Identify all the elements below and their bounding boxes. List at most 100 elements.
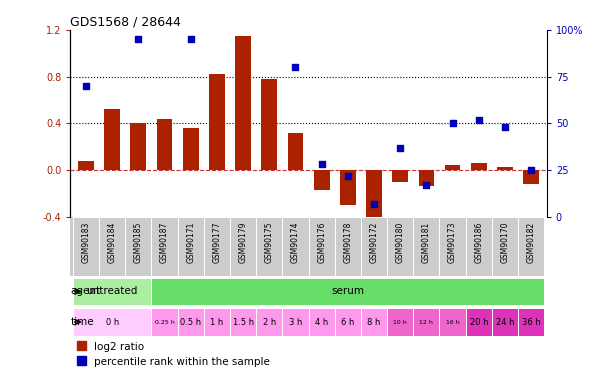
- Point: [265, 0, 274, 1]
- Text: GSM90173: GSM90173: [448, 222, 457, 263]
- Text: GSM90184: GSM90184: [108, 222, 117, 263]
- Text: GSM90176: GSM90176: [317, 222, 326, 263]
- Text: serum: serum: [331, 286, 364, 297]
- Bar: [335, 217, 361, 276]
- Bar: [335, 308, 361, 336]
- Point: [422, 182, 431, 188]
- Text: GSM90170: GSM90170: [500, 222, 510, 263]
- Bar: [361, 308, 387, 336]
- Text: untreated: untreated: [87, 286, 138, 297]
- Bar: [413, 308, 439, 336]
- Bar: [445, 165, 461, 170]
- Bar: [282, 308, 309, 336]
- Point: [343, 172, 353, 178]
- Text: GSM90175: GSM90175: [265, 222, 274, 263]
- Point: [448, 120, 458, 126]
- Text: 1.5 h: 1.5 h: [233, 318, 254, 327]
- Text: log2 ratio: log2 ratio: [94, 342, 144, 352]
- Bar: [340, 170, 356, 205]
- Bar: [471, 163, 486, 170]
- Bar: [387, 217, 413, 276]
- Text: 3 h: 3 h: [289, 318, 302, 327]
- Point: [186, 36, 196, 42]
- Text: GSM90180: GSM90180: [396, 222, 404, 263]
- Bar: [439, 308, 466, 336]
- Text: GSM90179: GSM90179: [238, 222, 247, 263]
- Bar: [104, 110, 120, 170]
- Text: 36 h: 36 h: [522, 318, 541, 327]
- Bar: [492, 217, 518, 276]
- Text: percentile rank within the sample: percentile rank within the sample: [94, 357, 270, 367]
- Bar: [178, 308, 204, 336]
- Bar: [78, 356, 86, 365]
- Bar: [230, 217, 256, 276]
- Text: 2 h: 2 h: [263, 318, 276, 327]
- Bar: [466, 308, 492, 336]
- Point: [369, 201, 379, 207]
- Bar: [152, 278, 544, 305]
- Point: [238, 0, 248, 1]
- Bar: [204, 217, 230, 276]
- Bar: [152, 217, 178, 276]
- Text: 10 h: 10 h: [393, 320, 407, 324]
- Bar: [413, 217, 439, 276]
- Bar: [131, 123, 146, 170]
- Text: GSM90177: GSM90177: [213, 222, 221, 263]
- Text: GSM90185: GSM90185: [134, 222, 143, 263]
- Bar: [73, 217, 99, 276]
- Text: GSM90183: GSM90183: [81, 222, 90, 263]
- Bar: [78, 341, 86, 350]
- Bar: [73, 278, 152, 305]
- Bar: [178, 217, 204, 276]
- Text: 6 h: 6 h: [341, 318, 354, 327]
- Text: 8 h: 8 h: [367, 318, 381, 327]
- Bar: [523, 170, 539, 184]
- Point: [133, 36, 143, 42]
- Text: GDS1568 / 28644: GDS1568 / 28644: [70, 16, 181, 29]
- Bar: [183, 128, 199, 170]
- Text: 20 h: 20 h: [469, 318, 488, 327]
- Bar: [466, 217, 492, 276]
- Bar: [361, 217, 387, 276]
- Bar: [256, 308, 282, 336]
- Point: [108, 3, 117, 9]
- Bar: [282, 217, 309, 276]
- Bar: [387, 308, 413, 336]
- Text: GSM90182: GSM90182: [527, 222, 536, 263]
- Bar: [125, 217, 152, 276]
- Text: GSM90181: GSM90181: [422, 222, 431, 263]
- Text: GSM90171: GSM90171: [186, 222, 196, 263]
- Text: GSM90178: GSM90178: [343, 222, 353, 263]
- Bar: [309, 308, 335, 336]
- Text: GSM90174: GSM90174: [291, 222, 300, 263]
- Text: time: time: [71, 317, 95, 327]
- Text: 12 h: 12 h: [420, 320, 433, 324]
- Bar: [256, 217, 282, 276]
- Bar: [78, 161, 94, 170]
- Point: [500, 124, 510, 130]
- Point: [291, 64, 301, 70]
- Bar: [204, 308, 230, 336]
- Bar: [99, 217, 125, 276]
- Bar: [235, 36, 251, 170]
- Point: [526, 167, 536, 173]
- Text: 16 h: 16 h: [445, 320, 459, 324]
- Bar: [209, 74, 225, 170]
- Bar: [262, 79, 277, 170]
- Point: [395, 145, 405, 151]
- Bar: [492, 308, 518, 336]
- Bar: [497, 166, 513, 170]
- Point: [81, 83, 91, 89]
- Text: 0.5 h: 0.5 h: [180, 318, 201, 327]
- Bar: [309, 217, 335, 276]
- Bar: [419, 170, 434, 186]
- Text: 0.25 h: 0.25 h: [155, 320, 174, 324]
- Text: 4 h: 4 h: [315, 318, 328, 327]
- Bar: [439, 217, 466, 276]
- Bar: [152, 308, 178, 336]
- Bar: [392, 170, 408, 182]
- Point: [159, 8, 169, 14]
- Text: 1 h: 1 h: [210, 318, 224, 327]
- Bar: [73, 308, 152, 336]
- Bar: [156, 119, 172, 170]
